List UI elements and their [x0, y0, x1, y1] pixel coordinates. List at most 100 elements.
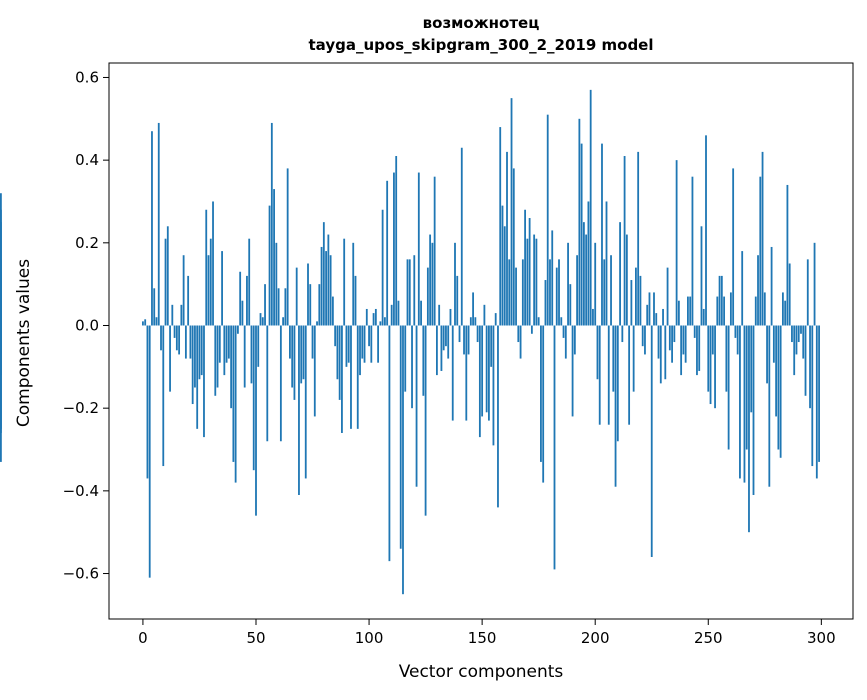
bar: [639, 275, 642, 326]
bar: [370, 325, 373, 363]
bar: [223, 325, 226, 376]
bar: [268, 205, 271, 326]
bar: [270, 122, 273, 326]
bar: [519, 325, 522, 359]
bar: [659, 325, 662, 384]
bar: [397, 300, 400, 326]
y-axis-label: Components values: [14, 259, 34, 427]
bar: [146, 325, 149, 479]
bar: [657, 325, 660, 359]
bar: [232, 325, 235, 462]
bar: [786, 184, 789, 326]
bar: [302, 325, 305, 380]
bar: [673, 325, 676, 343]
bar: [743, 325, 746, 483]
bar: [696, 325, 698, 376]
bar: [677, 300, 680, 326]
bar: [623, 156, 626, 326]
bar: [153, 288, 156, 326]
bar: [214, 325, 217, 396]
bar: [194, 325, 196, 388]
bar: [503, 226, 506, 326]
bar: [329, 255, 332, 326]
bar: [469, 317, 472, 326]
bar: [610, 255, 612, 326]
bar: [261, 317, 264, 326]
bar: [417, 172, 420, 326]
bar: [166, 226, 169, 326]
bar: [578, 118, 581, 326]
bar: [282, 317, 285, 326]
bar: [691, 176, 694, 326]
bar: [474, 317, 477, 326]
bar: [628, 325, 631, 425]
bar: [298, 325, 300, 495]
bar: [734, 325, 737, 338]
bar: [716, 296, 719, 326]
bar: [361, 325, 364, 359]
bar: [612, 325, 615, 392]
y-tick-label: −0.6: [63, 565, 99, 583]
bar: [494, 313, 497, 326]
bar: [304, 325, 307, 479]
bar: [336, 325, 339, 380]
bar: [160, 325, 162, 351]
bar: [804, 325, 807, 396]
bar: [736, 325, 739, 355]
bar: [729, 292, 732, 326]
bar: [671, 325, 673, 363]
bar: [587, 201, 590, 326]
bar: [343, 238, 346, 326]
bar: [196, 325, 199, 429]
bar: [761, 151, 764, 326]
y-axis: −0.6 −0.4 −0.2 0.0 0.2 0.4 0.6: [63, 68, 109, 583]
bar: [630, 280, 633, 326]
bar: [745, 325, 748, 450]
bar: [406, 259, 409, 326]
bar: [662, 308, 664, 326]
x-axis: 0 50 100 150 200 250 300: [138, 619, 836, 647]
x-tick-label: 150: [468, 629, 497, 647]
bar: [331, 296, 334, 326]
bar: [711, 325, 714, 355]
bar: [632, 325, 635, 392]
bar: [221, 251, 223, 326]
bar: [684, 325, 687, 363]
bar: [354, 275, 357, 326]
bar: [388, 325, 391, 562]
plot-frame: [108, 62, 854, 620]
bar: [0, 271, 2, 326]
bar: [646, 304, 649, 326]
bar: [607, 325, 610, 425]
bar: [501, 205, 504, 326]
bar: [436, 325, 438, 376]
bar: [478, 325, 481, 438]
bar: [506, 151, 508, 326]
bar: [411, 325, 413, 409]
bar: [300, 325, 303, 384]
bar: [175, 325, 178, 351]
bar: [596, 325, 599, 380]
bar: [164, 238, 167, 326]
chart-subtitle: tayga_upos_skipgram_300_2_2019 model: [309, 36, 654, 54]
bar: [257, 325, 260, 367]
bar: [293, 325, 296, 400]
bar: [374, 308, 377, 326]
bar: [363, 325, 366, 363]
bar: [309, 284, 312, 326]
bar: [526, 238, 529, 326]
bar: [252, 325, 255, 471]
bar: [718, 275, 721, 326]
bar: [562, 325, 565, 338]
bar: [524, 209, 526, 326]
bar: [467, 325, 470, 355]
bar: [171, 304, 174, 326]
bar: [564, 325, 567, 359]
bar: [815, 325, 818, 479]
bar: [424, 325, 427, 516]
bar: [768, 325, 771, 487]
bar: [144, 319, 147, 326]
bar: [555, 267, 558, 326]
bar: [693, 325, 696, 338]
bar: [784, 300, 787, 326]
